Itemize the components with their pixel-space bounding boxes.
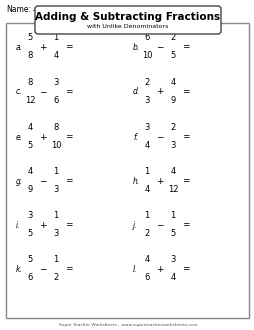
Text: 4: 4 (144, 141, 149, 150)
Text: 6: 6 (53, 96, 58, 105)
Text: Super Teacher Worksheets - www.superteacherworksheets.com: Super Teacher Worksheets - www.superteac… (58, 323, 197, 327)
Text: =: = (182, 265, 189, 274)
Text: g.: g. (16, 177, 23, 185)
Text: 9: 9 (27, 185, 33, 194)
Text: Name:: Name: (6, 6, 31, 15)
Text: Adding & Subtracting Fractions: Adding & Subtracting Fractions (35, 12, 220, 22)
Text: −: − (39, 177, 46, 185)
Text: =: = (65, 133, 72, 142)
Text: j.: j. (133, 220, 137, 229)
Text: 1: 1 (170, 211, 175, 220)
Text: −: − (39, 87, 46, 96)
Text: −: − (39, 265, 46, 274)
Text: 5: 5 (27, 229, 33, 238)
Text: 1: 1 (53, 255, 58, 264)
Text: 5: 5 (27, 255, 33, 264)
Text: −: − (156, 43, 163, 51)
Text: =: = (182, 220, 189, 229)
Text: +: + (156, 87, 163, 96)
Text: 2: 2 (144, 78, 149, 87)
Text: 2: 2 (144, 229, 149, 238)
Text: f.: f. (133, 133, 137, 142)
Text: 4: 4 (27, 167, 33, 176)
Text: +: + (39, 220, 46, 229)
Text: e.: e. (16, 133, 23, 142)
Text: 5: 5 (27, 141, 33, 150)
Text: 4: 4 (144, 185, 149, 194)
Text: c.: c. (16, 87, 23, 96)
Text: 4: 4 (170, 273, 175, 282)
Text: 4: 4 (53, 51, 58, 60)
Text: 8: 8 (27, 78, 33, 87)
Text: =: = (65, 43, 72, 51)
Text: 4: 4 (170, 167, 175, 176)
Text: 2: 2 (170, 123, 175, 132)
FancyBboxPatch shape (35, 6, 220, 34)
Text: d.: d. (133, 87, 140, 96)
Text: 6: 6 (27, 273, 33, 282)
Text: 10: 10 (141, 51, 152, 60)
Text: 8: 8 (27, 51, 33, 60)
Text: +: + (39, 133, 46, 142)
Text: =: = (182, 133, 189, 142)
Text: =: = (65, 177, 72, 185)
Text: 5: 5 (170, 51, 175, 60)
Text: 1: 1 (53, 167, 58, 176)
Text: 3: 3 (53, 185, 58, 194)
Text: 3: 3 (170, 141, 175, 150)
Text: 6: 6 (144, 33, 149, 42)
Text: 3: 3 (27, 211, 33, 220)
Text: b.: b. (133, 43, 140, 51)
Text: 2: 2 (170, 33, 175, 42)
Text: 3: 3 (170, 255, 175, 264)
Text: 12: 12 (25, 96, 35, 105)
Text: 2: 2 (53, 273, 58, 282)
Text: 1: 1 (53, 33, 58, 42)
Text: =: = (65, 87, 72, 96)
Text: a.: a. (16, 43, 23, 51)
Text: +: + (156, 265, 163, 274)
Text: =: = (65, 265, 72, 274)
Text: 3: 3 (144, 123, 149, 132)
Text: =: = (182, 87, 189, 96)
Text: h.: h. (133, 177, 140, 185)
Text: 4: 4 (27, 123, 33, 132)
Text: +: + (39, 43, 46, 51)
Text: k.: k. (16, 265, 23, 274)
Text: l.: l. (133, 265, 137, 274)
Text: 1: 1 (144, 211, 149, 220)
Text: 9: 9 (170, 96, 175, 105)
Text: =: = (65, 220, 72, 229)
Text: −: − (156, 220, 163, 229)
Text: 3: 3 (144, 96, 149, 105)
Text: 5: 5 (27, 33, 33, 42)
Text: i.: i. (16, 220, 20, 229)
Text: 6: 6 (144, 273, 149, 282)
Text: 1: 1 (144, 167, 149, 176)
Text: 3: 3 (53, 78, 58, 87)
Text: =: = (182, 177, 189, 185)
Text: 3: 3 (53, 229, 58, 238)
Text: 4: 4 (144, 255, 149, 264)
Text: with Unlike Denominators: with Unlike Denominators (87, 24, 168, 29)
Text: 4: 4 (170, 78, 175, 87)
Text: 5: 5 (170, 229, 175, 238)
Bar (6, 23, 248, 318)
Text: 10: 10 (51, 141, 61, 150)
Text: −: − (156, 133, 163, 142)
Text: =: = (182, 43, 189, 51)
Text: +: + (156, 177, 163, 185)
Text: 1: 1 (53, 211, 58, 220)
Text: 12: 12 (167, 185, 178, 194)
Text: 8: 8 (53, 123, 58, 132)
